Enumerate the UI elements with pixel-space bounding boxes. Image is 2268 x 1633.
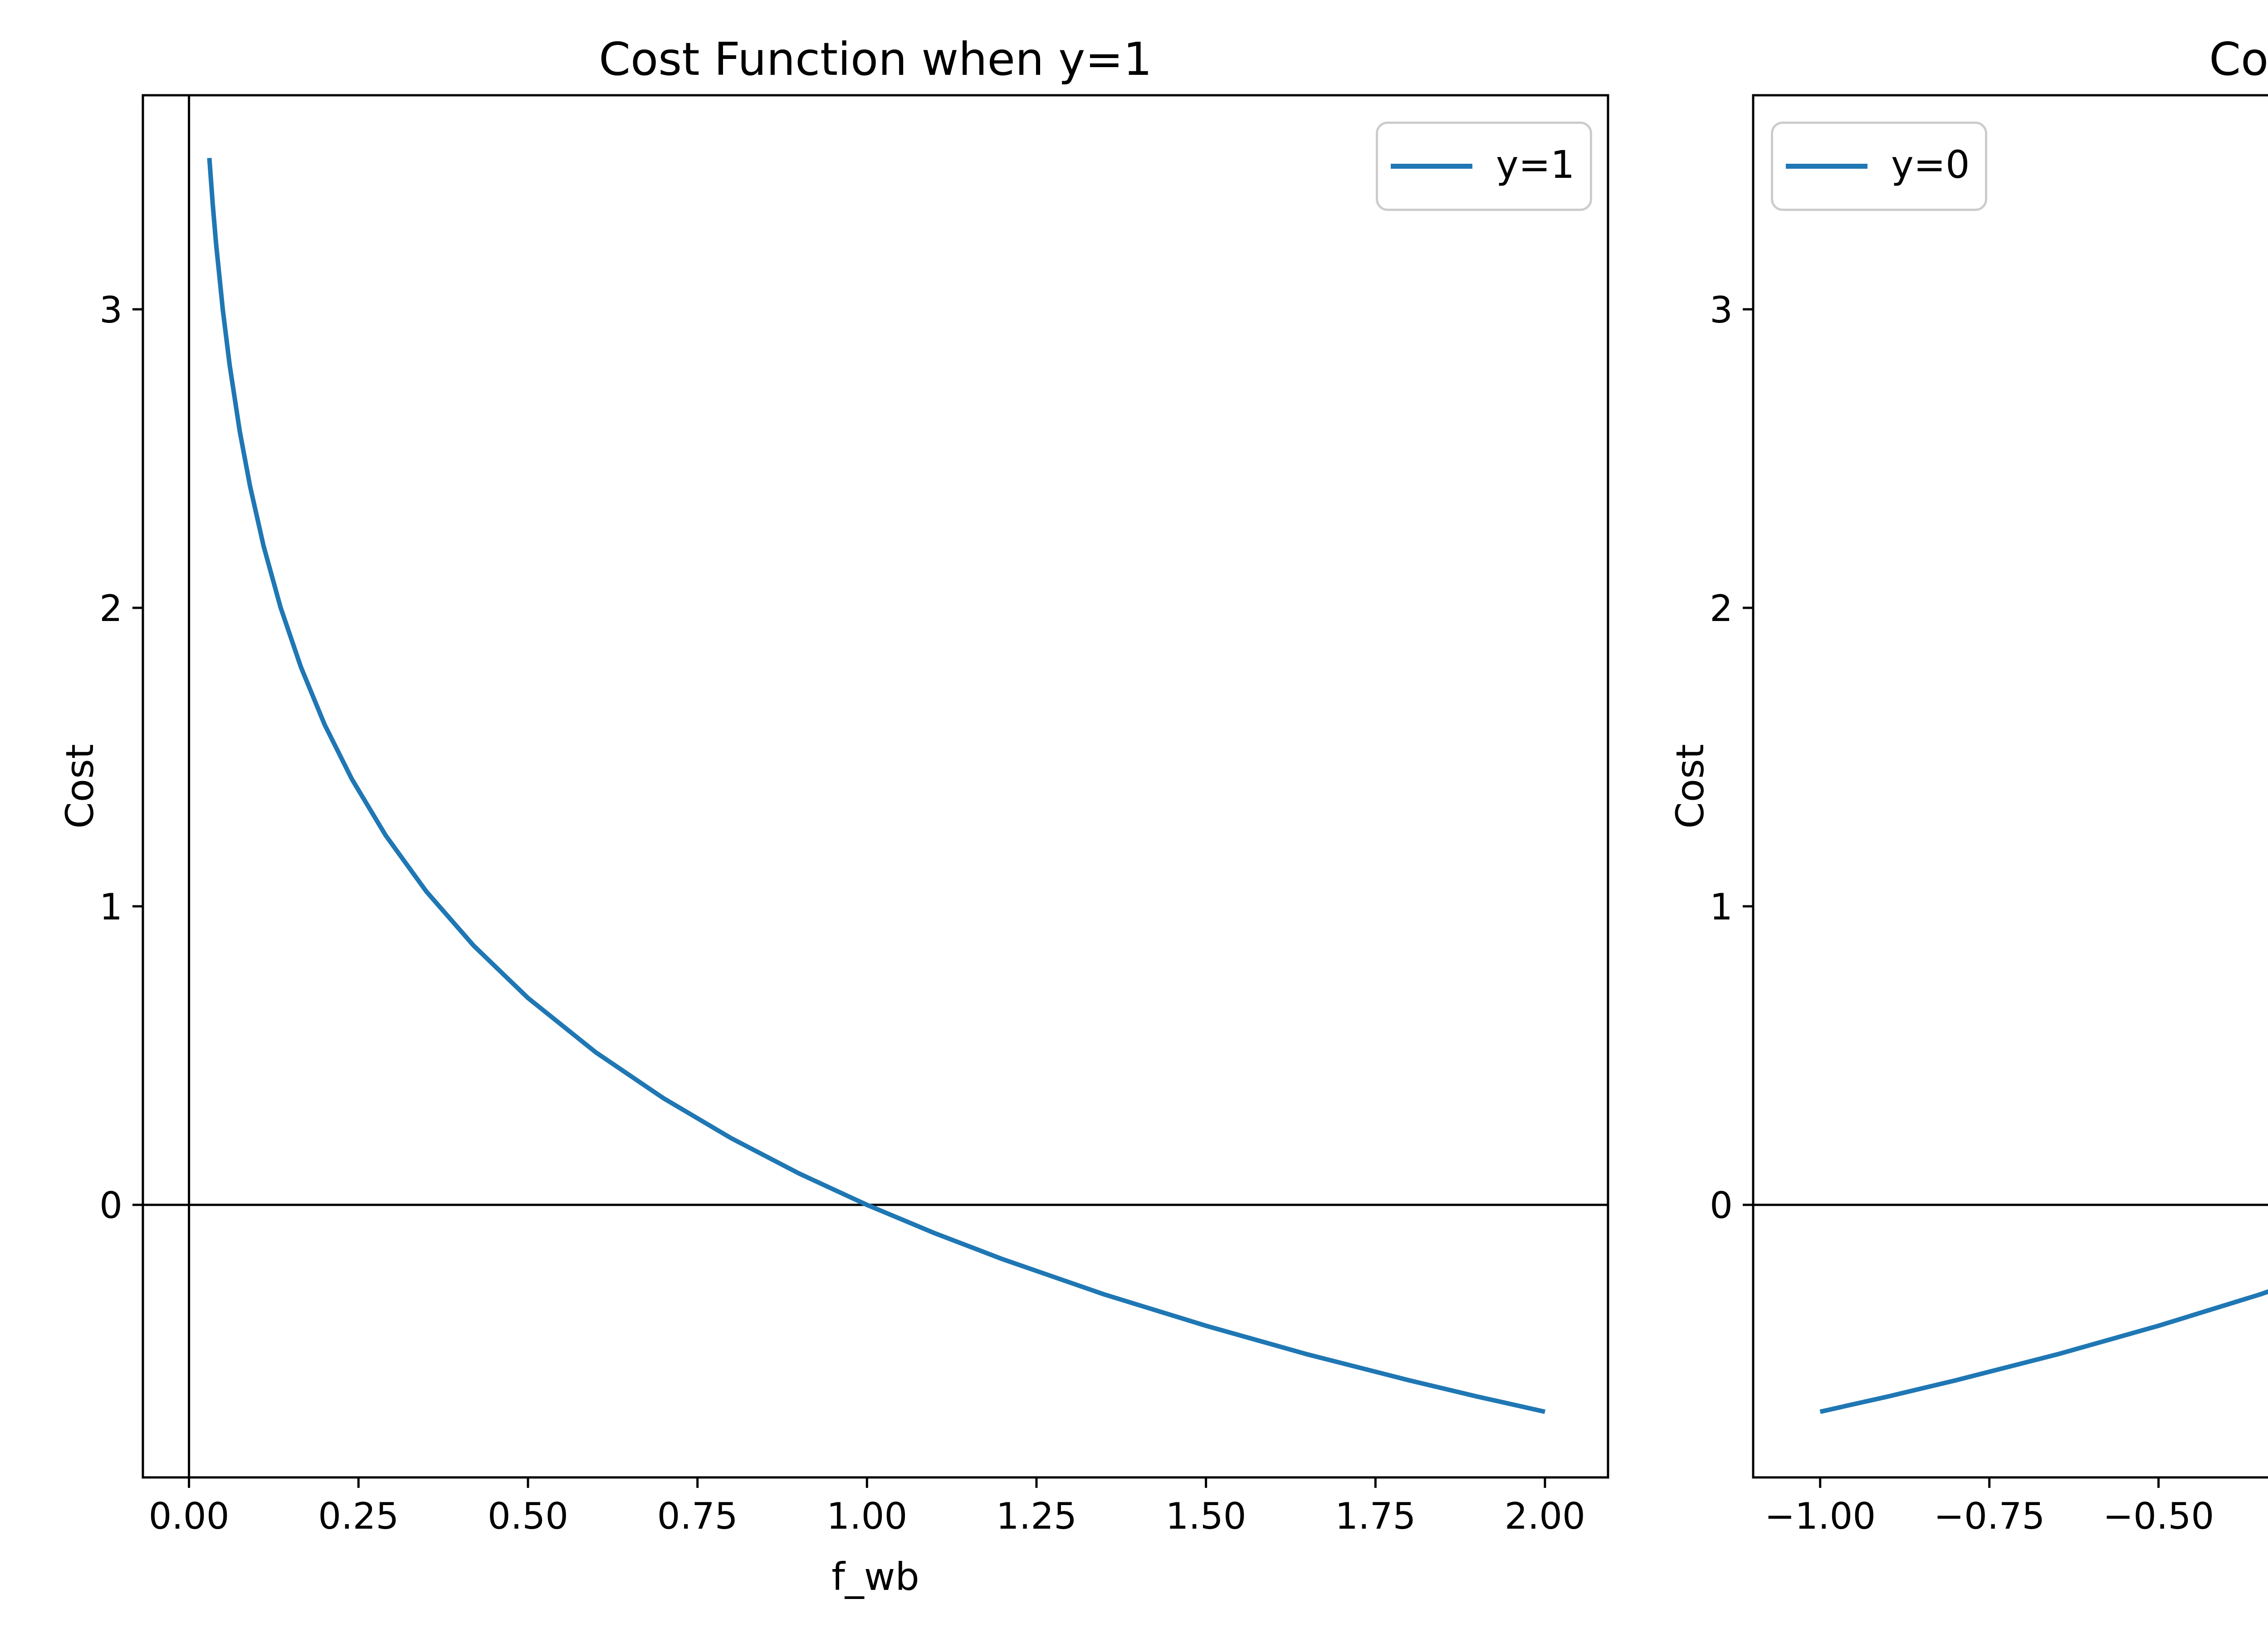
- x-tick-label: 1.00: [826, 1495, 907, 1537]
- y-tick-label: 3: [99, 289, 122, 331]
- legend-y0: y=0: [1771, 122, 1987, 211]
- axes-spines: [1752, 94, 2268, 1479]
- x-tick-label: −0.75: [1934, 1495, 2045, 1537]
- y-tick-label: 2: [99, 587, 122, 630]
- cost-curve: [207, 157, 1546, 1414]
- legend-line-sample-y1: [1391, 164, 1472, 169]
- x-tick-label: 1.75: [1335, 1495, 1416, 1537]
- plot-title: Cost Function when y=0: [2209, 33, 2268, 86]
- x-axis-label: f_wb: [831, 1555, 919, 1599]
- y-tick-label: 2: [1710, 587, 1733, 630]
- x-tick-label: −0.50: [2103, 1495, 2214, 1537]
- subplot-1: −1.00−0.75−0.50−0.250.000.250.500.751.00…: [1668, 33, 2268, 1537]
- axes-spines: [142, 94, 1609, 1479]
- legend-line-sample-y0: [1786, 164, 1867, 169]
- x-tick-label: 0.00: [149, 1495, 230, 1537]
- legend-label-y0: y=0: [1891, 142, 1970, 187]
- x-tick-label: 0.50: [488, 1495, 568, 1537]
- x-tick-label: 0.25: [318, 1495, 399, 1537]
- plot-title: Cost Function when y=1: [599, 33, 1152, 86]
- y-tick-label: 0: [1710, 1184, 1733, 1227]
- x-tick-label: 0.75: [657, 1495, 738, 1537]
- y-tick-label: 3: [1710, 289, 1733, 331]
- legend-label-y1: y=1: [1496, 142, 1575, 187]
- y-axis-label: Cost: [58, 744, 102, 829]
- x-tick-label: 2.00: [1505, 1495, 1585, 1537]
- y-axis-label: Cost: [1668, 744, 1712, 829]
- y-tick-label: 0: [99, 1184, 122, 1227]
- x-tick-label: 1.50: [1166, 1495, 1246, 1537]
- x-tick-label: −1.00: [1765, 1495, 1876, 1537]
- cost-curve: [1819, 1289, 2268, 1414]
- legend-y1: y=1: [1376, 122, 1592, 211]
- x-tick-label: 1.25: [996, 1495, 1077, 1537]
- y-tick-label: 1: [99, 886, 122, 928]
- y-tick-label: 1: [1710, 886, 1733, 928]
- subplot-0: 0.00 0.25 0.50 0.75 1.00 1.25 1.50 1.75 2.00 0 1 2 3…: [58, 33, 1609, 1599]
